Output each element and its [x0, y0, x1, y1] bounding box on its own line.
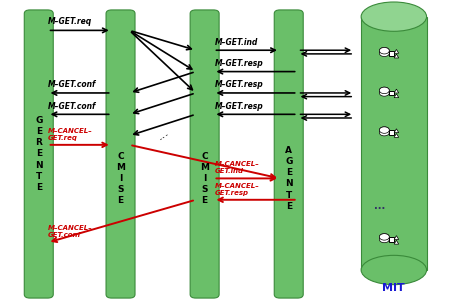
FancyBboxPatch shape — [389, 237, 394, 242]
FancyBboxPatch shape — [389, 91, 394, 95]
Text: M–GET.conf: M–GET.conf — [48, 102, 96, 111]
Polygon shape — [361, 17, 427, 270]
Text: M–GET.resp: M–GET.resp — [214, 102, 263, 111]
Circle shape — [379, 87, 389, 94]
Ellipse shape — [361, 2, 427, 31]
Polygon shape — [394, 94, 399, 98]
FancyBboxPatch shape — [106, 10, 135, 298]
Circle shape — [379, 236, 389, 243]
Text: MIT: MIT — [383, 283, 405, 293]
Text: M–CANCEL–
GET.conf: M–CANCEL– GET.conf — [48, 225, 93, 238]
Text: C
M
I
S
E: C M I S E — [200, 152, 209, 205]
FancyBboxPatch shape — [389, 51, 394, 56]
Text: M–CANCEL–
GET.resp: M–CANCEL– GET.resp — [214, 183, 259, 196]
Circle shape — [379, 50, 389, 57]
Circle shape — [379, 90, 389, 96]
Polygon shape — [394, 236, 399, 239]
Text: A
G
E
N
T
E: A G E N T E — [285, 146, 292, 211]
Text: M–GET.conf: M–GET.conf — [48, 80, 96, 89]
Polygon shape — [394, 133, 399, 137]
Circle shape — [379, 234, 389, 240]
FancyBboxPatch shape — [389, 130, 394, 135]
Polygon shape — [394, 49, 399, 53]
FancyBboxPatch shape — [24, 10, 53, 298]
Text: M–GET.ind: M–GET.ind — [214, 38, 258, 47]
Text: M–GET.resp: M–GET.resp — [214, 59, 263, 68]
Circle shape — [379, 129, 389, 136]
Text: M–CANCEL–
GET.req: M–CANCEL– GET.req — [48, 128, 93, 141]
Polygon shape — [394, 129, 399, 133]
FancyBboxPatch shape — [274, 10, 303, 298]
Text: ...: ... — [374, 201, 385, 211]
Ellipse shape — [361, 255, 427, 285]
FancyBboxPatch shape — [190, 10, 219, 298]
Circle shape — [379, 234, 389, 240]
Text: C
M
I
S
E: C M I S E — [116, 152, 125, 205]
Polygon shape — [394, 89, 399, 93]
Text: M–GET.resp: M–GET.resp — [214, 80, 263, 89]
Text: G
E
R
E
N
T
E: G E R E N T E — [35, 116, 43, 192]
Circle shape — [379, 127, 389, 133]
Text: M–CANCEL–
GET.ind: M–CANCEL– GET.ind — [214, 161, 259, 174]
Text: M–GET.req: M–GET.req — [48, 18, 93, 26]
Circle shape — [379, 47, 389, 54]
Text: ...: ... — [154, 125, 171, 143]
Circle shape — [379, 47, 389, 54]
Circle shape — [379, 87, 389, 94]
Polygon shape — [394, 240, 399, 244]
Circle shape — [379, 127, 389, 133]
Polygon shape — [394, 54, 399, 58]
